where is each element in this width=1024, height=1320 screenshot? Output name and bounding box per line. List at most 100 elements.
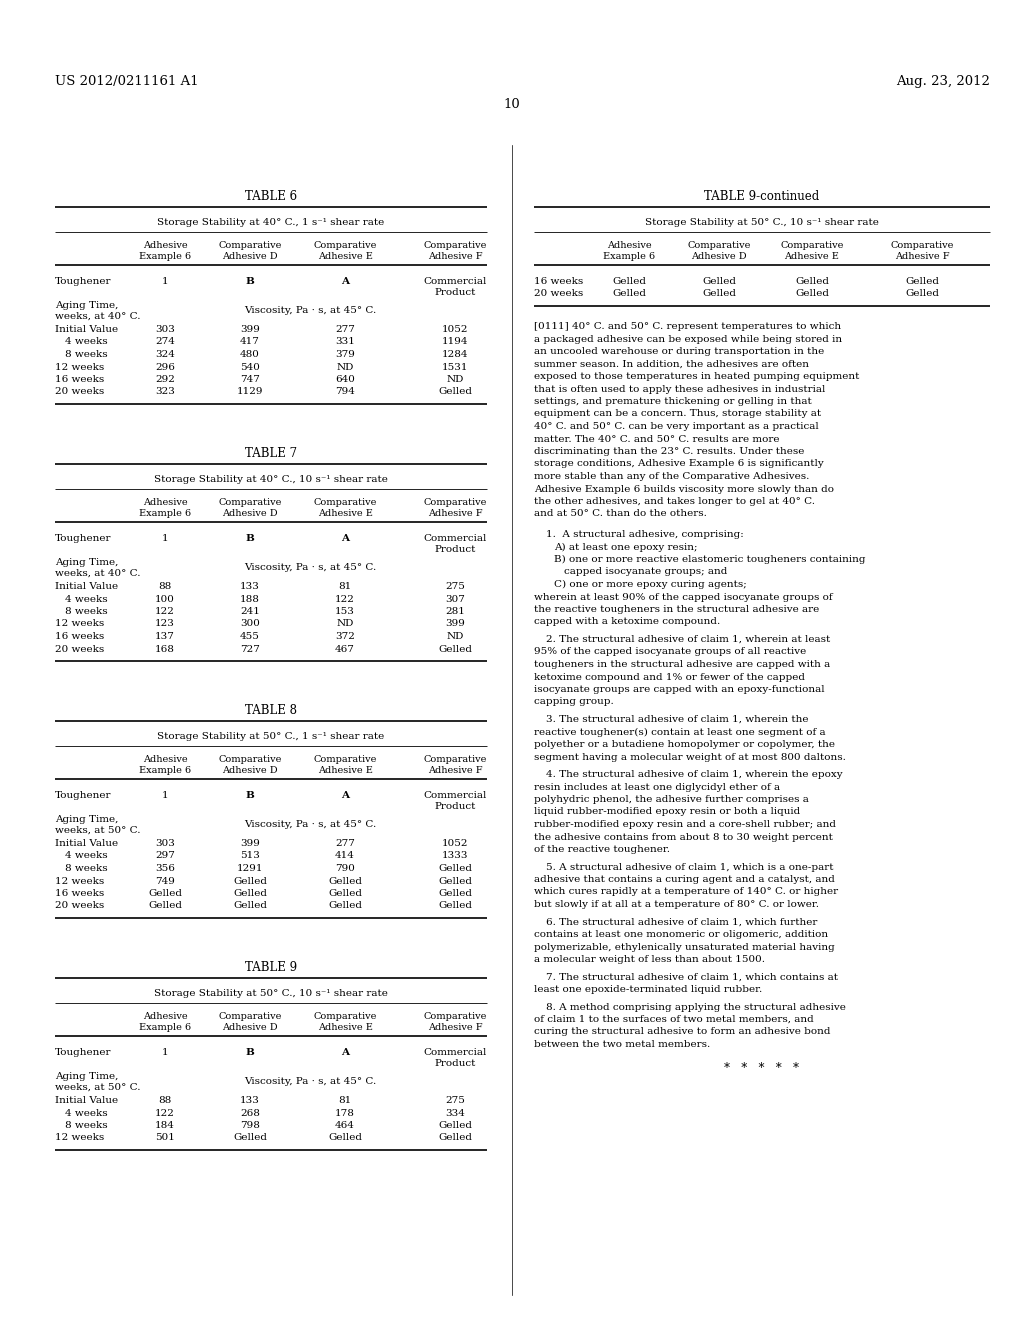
Text: capping group.: capping group. (534, 697, 613, 706)
Text: Adhesive D: Adhesive D (691, 252, 746, 261)
Text: 324: 324 (155, 350, 175, 359)
Text: 81: 81 (338, 582, 351, 591)
Text: Toughener: Toughener (55, 277, 112, 286)
Text: Adhesive F: Adhesive F (895, 252, 949, 261)
Text: the adhesive contains from about 8 to 30 weight percent: the adhesive contains from about 8 to 30… (534, 833, 833, 842)
Text: A) at least one epoxy resin;: A) at least one epoxy resin; (554, 543, 697, 552)
Text: 1129: 1129 (237, 388, 263, 396)
Text: 300: 300 (240, 619, 260, 628)
Text: 281: 281 (445, 607, 465, 616)
Text: Product: Product (434, 803, 476, 810)
Text: 303: 303 (155, 840, 175, 847)
Text: Gelled: Gelled (438, 644, 472, 653)
Text: Adhesive E: Adhesive E (317, 766, 373, 775)
Text: 296: 296 (155, 363, 175, 371)
Text: Comparative: Comparative (423, 755, 486, 764)
Text: 7. The structural adhesive of claim 1, which contains at: 7. The structural adhesive of claim 1, w… (546, 973, 838, 982)
Text: tougheners in the structural adhesive are capped with a: tougheners in the structural adhesive ar… (534, 660, 830, 669)
Text: Gelled: Gelled (233, 902, 267, 911)
Text: isocyanate groups are capped with an epoxy-functional: isocyanate groups are capped with an epo… (534, 685, 824, 694)
Text: Example 6: Example 6 (139, 766, 191, 775)
Text: Adhesive D: Adhesive D (222, 510, 278, 517)
Text: 334: 334 (445, 1109, 465, 1118)
Text: 4 weeks: 4 weeks (65, 851, 108, 861)
Text: 307: 307 (445, 594, 465, 603)
Text: Product: Product (434, 288, 476, 297)
Text: 513: 513 (240, 851, 260, 861)
Text: Adhesive E: Adhesive E (317, 510, 373, 517)
Text: Viscosity, Pa · s, at 45° C.: Viscosity, Pa · s, at 45° C. (244, 1077, 376, 1086)
Text: Gelled: Gelled (702, 289, 736, 298)
Text: Aging Time,: Aging Time, (55, 1072, 119, 1081)
Text: Commercial: Commercial (423, 535, 486, 543)
Text: 88: 88 (159, 1096, 172, 1105)
Text: adhesive that contains a curing agent and a catalyst, and: adhesive that contains a curing agent an… (534, 875, 835, 884)
Text: 1333: 1333 (441, 851, 468, 861)
Text: 100: 100 (155, 594, 175, 603)
Text: capped with a ketoxime compound.: capped with a ketoxime compound. (534, 618, 720, 627)
Text: Adhesive D: Adhesive D (222, 1023, 278, 1032)
Text: 12 weeks: 12 weeks (55, 363, 104, 371)
Text: Comparative: Comparative (313, 242, 377, 249)
Text: Adhesive E: Adhesive E (317, 252, 373, 261)
Text: Comparative: Comparative (218, 498, 282, 507)
Text: Gelled: Gelled (905, 289, 939, 298)
Text: 1: 1 (162, 1048, 168, 1057)
Text: Gelled: Gelled (438, 902, 472, 911)
Text: 1284: 1284 (441, 350, 468, 359)
Text: A: A (341, 535, 349, 543)
Text: Gelled: Gelled (612, 289, 646, 298)
Text: Adhesive F: Adhesive F (428, 252, 482, 261)
Text: 3. The structural adhesive of claim 1, wherein the: 3. The structural adhesive of claim 1, w… (546, 715, 809, 723)
Text: polyether or a butadiene homopolymer or copolymer, the: polyether or a butadiene homopolymer or … (534, 741, 835, 748)
Text: more stable than any of the Comparative Adhesives.: more stable than any of the Comparative … (534, 473, 809, 480)
Text: Adhesive: Adhesive (606, 242, 651, 249)
Text: B: B (246, 791, 254, 800)
Text: Commercial: Commercial (423, 1048, 486, 1057)
Text: 16 weeks: 16 weeks (55, 375, 104, 384)
Text: Comparative: Comparative (780, 242, 844, 249)
Text: 12 weeks: 12 weeks (55, 876, 104, 886)
Text: Gelled: Gelled (328, 888, 362, 898)
Text: Gelled: Gelled (905, 277, 939, 286)
Text: 1: 1 (162, 535, 168, 543)
Text: Example 6: Example 6 (139, 510, 191, 517)
Text: 417: 417 (240, 338, 260, 346)
Text: 20 weeks: 20 weeks (534, 289, 584, 298)
Text: 133: 133 (240, 1096, 260, 1105)
Text: Comparative: Comparative (313, 755, 377, 764)
Text: a packaged adhesive can be exposed while being stored in: a packaged adhesive can be exposed while… (534, 334, 842, 343)
Text: Gelled: Gelled (233, 1134, 267, 1143)
Text: Aug. 23, 2012: Aug. 23, 2012 (896, 75, 990, 88)
Text: Gelled: Gelled (438, 1134, 472, 1143)
Text: Comparative: Comparative (313, 1012, 377, 1020)
Text: 749: 749 (155, 876, 175, 886)
Text: polyhydric phenol, the adhesive further comprises a: polyhydric phenol, the adhesive further … (534, 795, 809, 804)
Text: Aging Time,: Aging Time, (55, 814, 119, 824)
Text: 323: 323 (155, 388, 175, 396)
Text: ND: ND (446, 375, 464, 384)
Text: 1: 1 (162, 277, 168, 286)
Text: Adhesive E: Adhesive E (317, 1023, 373, 1032)
Text: curing the structural adhesive to form an adhesive bond: curing the structural adhesive to form a… (534, 1027, 830, 1036)
Text: 1531: 1531 (441, 363, 468, 371)
Text: TABLE 6: TABLE 6 (245, 190, 297, 203)
Text: 640: 640 (335, 375, 355, 384)
Text: Comparative: Comparative (218, 242, 282, 249)
Text: Storage Stability at 40° C., 1 s⁻¹ shear rate: Storage Stability at 40° C., 1 s⁻¹ shear… (158, 218, 385, 227)
Text: Product: Product (434, 545, 476, 554)
Text: Gelled: Gelled (702, 277, 736, 286)
Text: 4 weeks: 4 weeks (65, 1109, 108, 1118)
Text: Gelled: Gelled (438, 865, 472, 873)
Text: 1291: 1291 (237, 865, 263, 873)
Text: segment having a molecular weight of at most 800 daltons.: segment having a molecular weight of at … (534, 752, 846, 762)
Text: but slowly if at all at a temperature of 80° C. or lower.: but slowly if at all at a temperature of… (534, 900, 819, 909)
Text: 277: 277 (335, 840, 355, 847)
Text: weeks, at 50° C.: weeks, at 50° C. (55, 826, 140, 836)
Text: Example 6: Example 6 (139, 1023, 191, 1032)
Text: 464: 464 (335, 1121, 355, 1130)
Text: 8. A method comprising applying the structural adhesive: 8. A method comprising applying the stru… (546, 1002, 846, 1011)
Text: 297: 297 (155, 851, 175, 861)
Text: of claim 1 to the surfaces of two metal members, and: of claim 1 to the surfaces of two metal … (534, 1015, 814, 1024)
Text: which cures rapidly at a temperature of 140° C. or higher: which cures rapidly at a temperature of … (534, 887, 838, 896)
